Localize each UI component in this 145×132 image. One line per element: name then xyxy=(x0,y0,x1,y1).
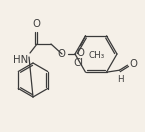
Text: HN: HN xyxy=(13,55,28,65)
Text: Cl: Cl xyxy=(74,58,84,68)
Text: O: O xyxy=(77,48,85,58)
Text: O: O xyxy=(32,19,40,29)
Text: O: O xyxy=(129,59,137,69)
Text: O: O xyxy=(57,49,65,59)
Text: CH₃: CH₃ xyxy=(88,51,105,60)
Text: H: H xyxy=(117,75,124,84)
